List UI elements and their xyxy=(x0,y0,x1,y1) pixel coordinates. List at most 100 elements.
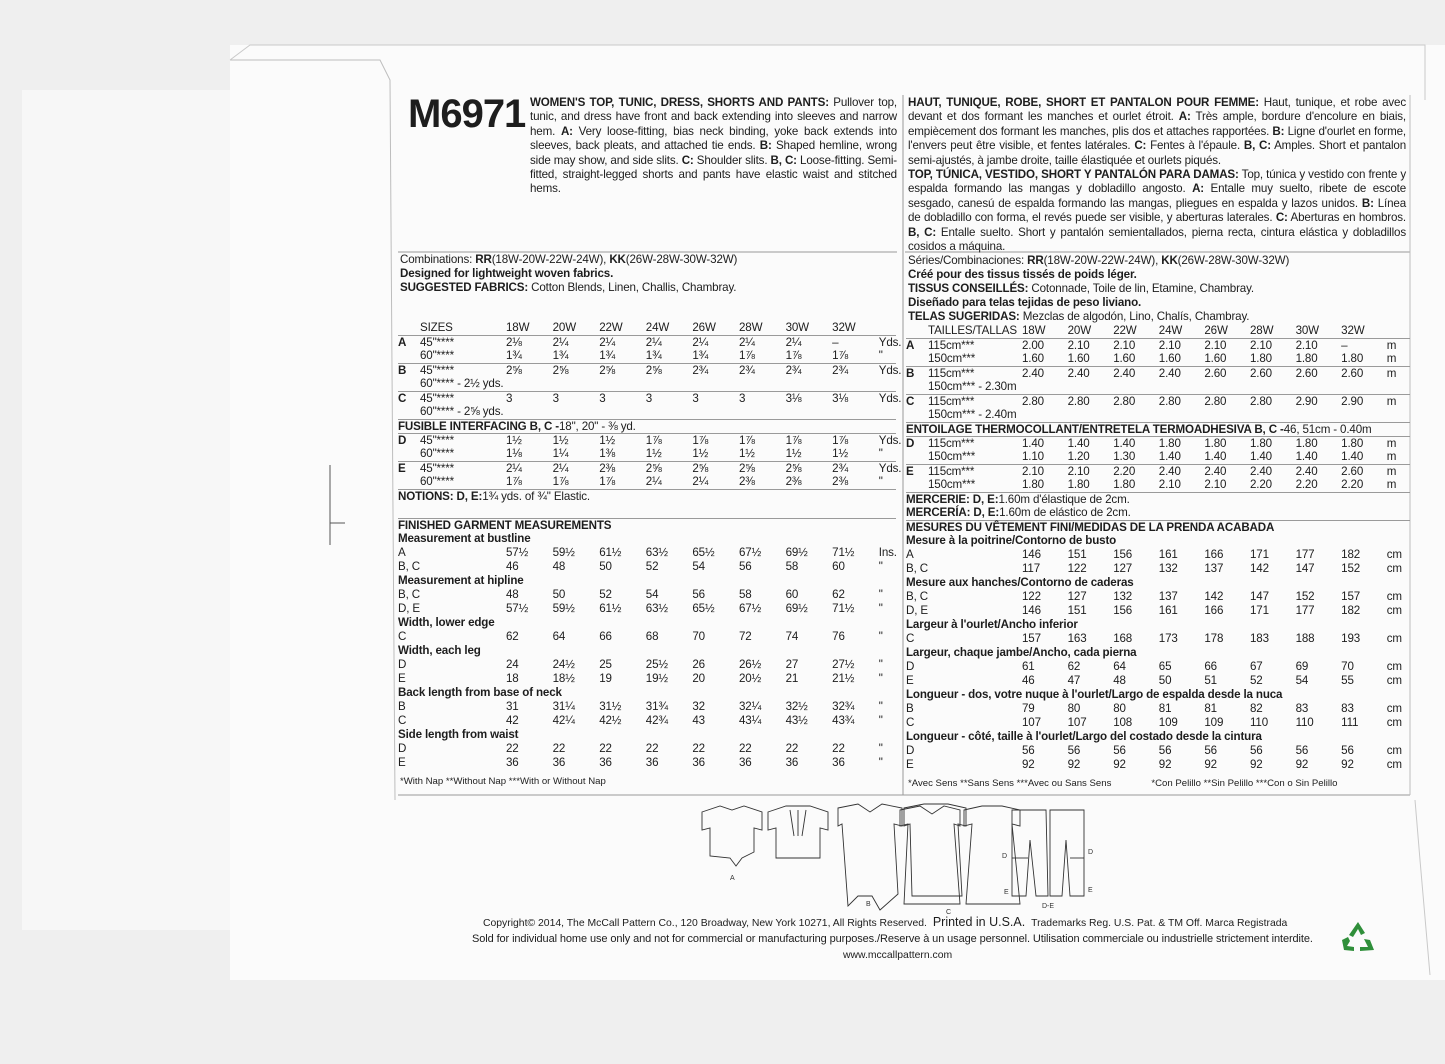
copyright-line: Copyright© 2014, The McCall Pattern Co.,… xyxy=(483,916,1287,930)
yardage-row: 150cm*** 1.10 1.20 1.30 1.40 1.40 1.40 1.40 1.40… xyxy=(906,450,1410,464)
measurement-heading: Back length from base of neck xyxy=(398,686,562,699)
measurement-value: 127 xyxy=(1113,562,1133,576)
measurement-value: 173 xyxy=(1158,632,1178,646)
measurement-value: 147 xyxy=(1249,590,1269,604)
yardage-value: 1.80 xyxy=(1113,478,1136,492)
measurement-value: 47 xyxy=(1067,674,1081,688)
yardage-value: 28W xyxy=(738,321,763,334)
view-label: E xyxy=(398,756,406,769)
yardage-row: 60"**** 1⅞ 1⅞ 1⅞ 2¼ 2¼ 2⅜ 2⅜ 2⅜ " xyxy=(398,475,896,489)
yardage-value: 2⅝ xyxy=(785,462,802,475)
yardage-value: 1.80 xyxy=(1204,437,1227,451)
note-text: 150cm*** - 2.30m xyxy=(928,380,1017,394)
unit: m xyxy=(1386,437,1397,451)
row-label: A 45"**** xyxy=(398,336,506,349)
row-label: C 45"**** xyxy=(398,392,506,405)
yardage-value: 2.40 xyxy=(1158,465,1181,479)
yardage-value: 2.20 xyxy=(1295,478,1318,492)
measurement-value: 65 xyxy=(1158,660,1172,674)
measurement-value: 56 xyxy=(1067,744,1081,758)
yardage-value: 1½ xyxy=(785,447,802,460)
measurement-value: 122 xyxy=(1067,562,1087,576)
unit: " xyxy=(878,602,883,615)
yardage-row: B 45"**** 2⅝ 2⅝ 2⅝ 2⅝ 2¾ 2¾ 2¾ 2¾ Yds. xyxy=(398,363,902,377)
yardage-value: 26W xyxy=(692,321,716,334)
yardage-value: 2⅜ xyxy=(785,475,802,488)
measurement-value: 171 xyxy=(1249,604,1269,618)
yardage-row: E 45"**** 2¼ 2¼ 2⅜ 2⅝ 2⅝ 2⅝ 2⅝ 2¾ Yds. xyxy=(398,461,902,475)
measurement-row: D 22 22 22 22 22 22 22 22 " xyxy=(398,742,896,756)
yardage-value: 1.40 xyxy=(1341,450,1364,464)
measurement-value: 110 xyxy=(1249,716,1269,730)
bold-text: C: xyxy=(1275,211,1288,225)
yardage-value: 1.80 xyxy=(1341,352,1364,366)
yardage-value: 2¼ xyxy=(692,475,709,488)
measurement-row: Side length from waist xyxy=(398,728,896,742)
yardage-value: 1½ xyxy=(645,447,662,460)
yardage-value: 2⅛ xyxy=(506,336,522,349)
yardage-value: 2.40 xyxy=(1295,465,1318,479)
fabric-width: 115cm*** xyxy=(928,465,975,479)
row-label: D 115cm*** xyxy=(906,437,1022,450)
measurement-value: 132 xyxy=(1113,590,1133,604)
yardage-value: 1⅞ xyxy=(599,475,616,488)
view-d-e-pants-drawing xyxy=(1011,809,1085,897)
view-a-top-drawing xyxy=(701,805,829,867)
view-label: C xyxy=(398,714,407,727)
measurement-value: 36 xyxy=(599,756,612,769)
measurement-value: 58 xyxy=(785,560,799,573)
yardage-value: 1.80 xyxy=(1341,437,1364,451)
fabric-width: 115cm*** xyxy=(928,339,975,353)
yardage-row: D 45"**** 1½ 1½ 1½ 1⅞ 1⅞ 1⅞ 1⅞ 1⅞ Yds. xyxy=(398,433,902,447)
measurement-value: 157 xyxy=(1341,590,1361,604)
yardage-value: 1¼ xyxy=(552,447,569,460)
website-link[interactable]: www.mccallpattern.com xyxy=(843,950,953,961)
view-label: C xyxy=(398,630,407,643)
measurement-heading: Largeur, chaque jambe/Ancho, cada pierna xyxy=(906,646,1137,660)
view-letter: E xyxy=(398,462,406,475)
measurement-value: 31¾ xyxy=(645,700,668,713)
yardage-row: FUSIBLE INTERFACING B, C - 18", 20" - ⅜ … xyxy=(398,419,896,433)
view-label: E xyxy=(398,672,406,685)
measurement-row: Width, lower edge xyxy=(398,616,896,630)
measurement-value: 25 xyxy=(599,658,612,671)
bold-text: A: xyxy=(560,124,573,138)
unit: m xyxy=(1386,450,1397,464)
yardage-value: 24W xyxy=(1158,324,1183,338)
yardage-value: 2¼ xyxy=(645,336,662,349)
measurement-row: C 157 163 168 173 178 183 188 193 cm xyxy=(906,632,1410,646)
measurement-value: 52 xyxy=(645,560,659,573)
view-letter: E xyxy=(906,465,914,479)
unit: " xyxy=(878,742,883,755)
measurement-value: 74 xyxy=(785,630,799,643)
text: Cotonnade, Toile de lin, Etamine, Chambr… xyxy=(1028,282,1254,296)
measurement-value: 168 xyxy=(1113,632,1133,646)
measurement-value: 32½ xyxy=(785,700,808,713)
yardage-value: 1.60 xyxy=(1113,352,1136,366)
unit: " xyxy=(878,349,883,362)
measurement-value: 42½ xyxy=(599,714,622,727)
unit: " xyxy=(878,658,883,671)
yardage-value: 1½ xyxy=(552,434,569,447)
measurement-row: C 42 42¼ 42½ 42¾ 43 43¼ 43½ 43¾ " xyxy=(398,714,896,728)
text: 1¾ yds. of ¾" Elastic. xyxy=(482,490,591,503)
yardage-row: B 115cm*** 2.40 2.40 2.40 2.40 2.60 2.60 2.60 2.6… xyxy=(906,366,1410,380)
measurement-value: 31¼ xyxy=(552,700,575,713)
yardage-value: 2.90 xyxy=(1341,395,1364,409)
fabric-width: 45"**** xyxy=(420,336,455,349)
view-b-label: B xyxy=(866,901,871,908)
measurement-heading: Side length from waist xyxy=(398,728,519,741)
measurement-value: 61½ xyxy=(599,602,622,615)
bold-text: C: xyxy=(681,153,694,167)
view-letter: D xyxy=(398,434,407,447)
measurement-value: 60 xyxy=(785,588,799,601)
printed-in-usa: Printed in U.S.A. xyxy=(932,915,1026,929)
info-line: Diseñado para telas tejidas de peso livi… xyxy=(908,296,1410,310)
yardage-value: 2.00 xyxy=(1022,339,1044,353)
yardage-value: 2.10 xyxy=(1067,465,1090,479)
unit: m xyxy=(1386,465,1397,479)
measurement-value: 70 xyxy=(1341,660,1354,674)
measurement-value: 19½ xyxy=(645,672,668,685)
yardage-value: – xyxy=(1341,339,1348,353)
unit: " xyxy=(878,475,883,488)
